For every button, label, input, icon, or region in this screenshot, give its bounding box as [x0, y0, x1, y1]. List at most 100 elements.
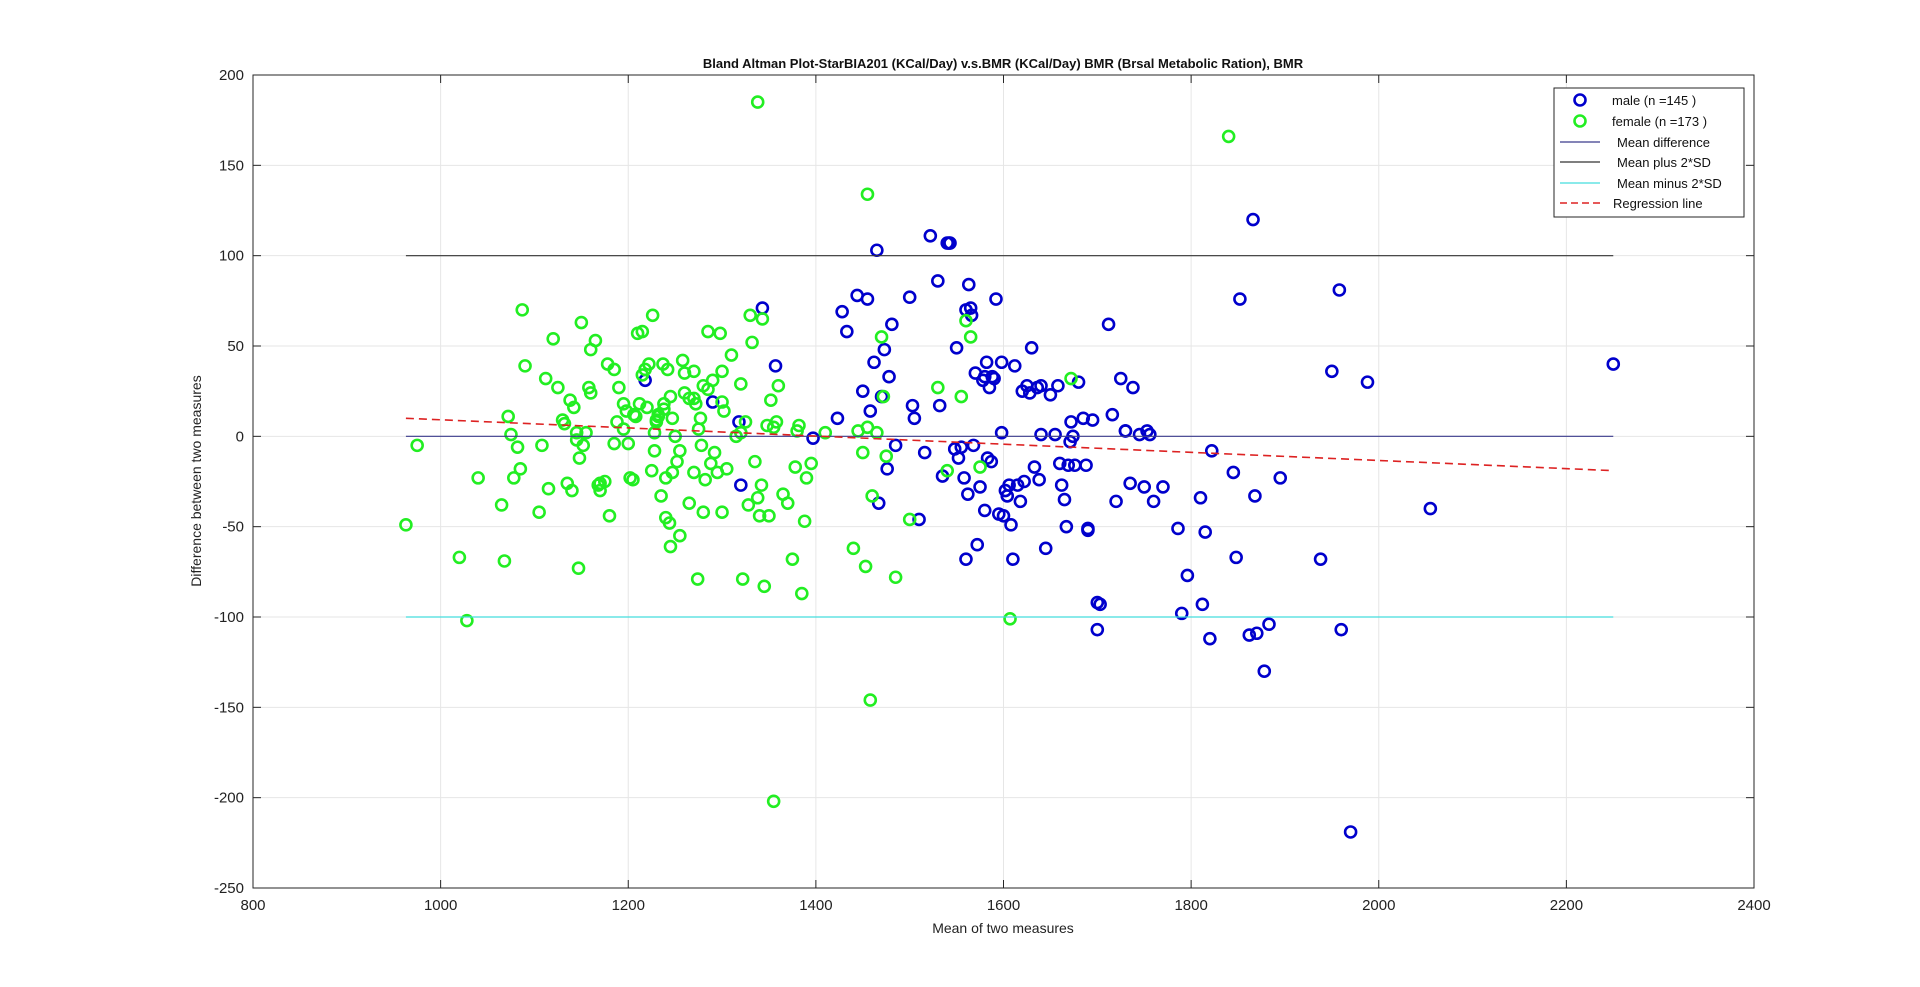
- female-point: [538, 371, 553, 386]
- female-point: [693, 411, 708, 426]
- male-point: [961, 277, 976, 292]
- legend-female-label: female (n =173 ): [1612, 114, 1707, 129]
- female-point: [510, 440, 525, 454]
- female-point: [583, 386, 598, 400]
- female-point: [715, 505, 729, 520]
- male-point: [1334, 622, 1349, 637]
- female-point: [616, 397, 631, 411]
- male-point: [734, 478, 748, 492]
- male-point: [1606, 357, 1621, 371]
- male-point: [1013, 494, 1028, 509]
- data-points: [399, 95, 1621, 839]
- male-point: [1079, 458, 1093, 473]
- female-point: [860, 420, 875, 435]
- female-point: [410, 438, 424, 453]
- female-point: [715, 364, 729, 379]
- male-point: [1332, 283, 1347, 297]
- male-point: [1090, 622, 1105, 637]
- male-point: [989, 292, 1003, 306]
- female-point: [621, 436, 636, 451]
- male-point: [1032, 472, 1046, 487]
- female-point: [743, 308, 758, 323]
- female-point: [654, 489, 668, 503]
- male-point: [1198, 525, 1212, 539]
- male-point: [1024, 341, 1039, 355]
- female-point: [579, 425, 593, 440]
- male-point: [1171, 521, 1185, 536]
- male-point: [959, 552, 973, 566]
- female-point: [563, 393, 577, 408]
- female-point: [755, 312, 770, 326]
- female-point: [788, 460, 803, 474]
- male-point: [1143, 427, 1157, 442]
- female-point: [724, 348, 739, 362]
- male-point: [1249, 626, 1264, 641]
- x-tick-label: 2400: [1737, 897, 1770, 914]
- male-point: [923, 228, 938, 243]
- female-point: [663, 389, 678, 404]
- y-tick-label: 100: [219, 248, 244, 265]
- female-point: [569, 425, 584, 440]
- legend-female-marker: [1573, 114, 1587, 128]
- male-point: [1010, 478, 1025, 492]
- female-point: [627, 407, 641, 422]
- male-point: [1034, 427, 1048, 442]
- female-point: [769, 415, 784, 429]
- male-point: [1203, 631, 1217, 646]
- male-point: [1113, 371, 1128, 386]
- female-point: [719, 462, 734, 476]
- x-tick-label: 800: [240, 897, 265, 914]
- legend-box: [1553, 87, 1745, 218]
- male-point: [1051, 378, 1065, 393]
- legend-mean-label: Mean difference: [1617, 135, 1710, 150]
- male-point: [977, 369, 992, 384]
- male-point: [1156, 480, 1170, 494]
- female-point: [657, 402, 671, 417]
- female-point: [635, 324, 650, 339]
- female-point: [628, 409, 643, 424]
- female-point: [750, 490, 765, 505]
- male-point: [855, 384, 870, 398]
- male-point: [1262, 617, 1276, 632]
- female-point: [642, 357, 656, 371]
- male-point: [984, 454, 999, 469]
- female-point: [644, 463, 659, 478]
- male-point: [768, 359, 783, 373]
- female-point: [518, 359, 532, 373]
- y-tick-label: -250: [214, 880, 244, 897]
- male-point: [966, 438, 981, 453]
- male-point: [980, 451, 995, 465]
- male-point: [973, 480, 987, 494]
- female-point: [687, 391, 701, 406]
- axis-ticks: 800 1000 1200 1400 1600 1800 2000 2200 240020015…: [214, 67, 1771, 914]
- female-point: [673, 528, 687, 543]
- x-axis-label: Mean of two measures: [932, 920, 1074, 936]
- female-point: [734, 377, 748, 391]
- female-point: [565, 483, 579, 498]
- legend-male-label: male (n =145 ): [1612, 93, 1696, 108]
- male-point: [885, 317, 899, 332]
- female-point: [738, 415, 753, 429]
- male-point: [970, 537, 985, 552]
- female-point: [863, 693, 878, 707]
- male-point: [949, 341, 964, 355]
- x-tick-label: 1400: [799, 897, 832, 914]
- female-point: [696, 505, 711, 520]
- female-point: [658, 510, 673, 525]
- male-point: [1006, 552, 1020, 566]
- male-point: [1109, 494, 1123, 509]
- male-point: [1038, 541, 1053, 556]
- male-point: [1064, 415, 1078, 429]
- male-point: [1123, 476, 1137, 491]
- female-point: [602, 509, 617, 523]
- male-point: [860, 292, 875, 306]
- y-tick-label: -50: [222, 519, 244, 536]
- legend-minus-label: Mean minus 2*SD: [1617, 176, 1722, 191]
- male-point: [1057, 492, 1072, 507]
- female-point: [682, 496, 697, 510]
- female-point: [571, 561, 586, 576]
- female-point: [717, 404, 731, 418]
- male-point: [835, 304, 849, 319]
- male-point: [1004, 518, 1018, 532]
